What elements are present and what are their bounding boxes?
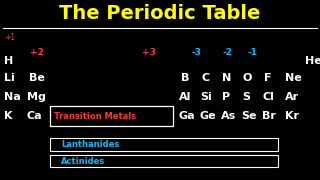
Text: P: P (222, 92, 230, 102)
Text: C: C (202, 73, 210, 83)
Text: Ga: Ga (179, 111, 196, 121)
Text: Ca: Ca (27, 111, 42, 121)
Text: Ne: Ne (285, 73, 301, 83)
Text: -1: -1 (248, 48, 258, 57)
Text: Cl: Cl (262, 92, 274, 102)
Text: S: S (243, 92, 251, 102)
Text: Se: Se (242, 111, 257, 121)
Text: K: K (4, 111, 12, 121)
Text: Kr: Kr (285, 111, 299, 121)
Text: Actinides: Actinides (61, 157, 105, 166)
Text: He: He (305, 56, 320, 66)
Text: Br: Br (262, 111, 276, 121)
Text: H: H (4, 56, 13, 66)
Text: Ar: Ar (285, 92, 299, 102)
Text: +3: +3 (142, 48, 156, 57)
Text: Be: Be (29, 73, 45, 83)
Bar (50, 106, 173, 126)
Text: Lanthanides: Lanthanides (61, 140, 119, 149)
Text: +2: +2 (30, 48, 44, 57)
Text: -2: -2 (222, 48, 232, 57)
Text: As: As (221, 111, 236, 121)
Text: Na: Na (4, 92, 20, 102)
Text: N: N (222, 73, 232, 83)
Text: O: O (243, 73, 252, 83)
Text: The Periodic Table: The Periodic Table (59, 4, 261, 23)
Bar (50, 155, 278, 167)
Text: F: F (264, 73, 271, 83)
Text: Transition Metals: Transition Metals (54, 112, 136, 121)
Text: Al: Al (179, 92, 191, 102)
Text: -3: -3 (192, 48, 202, 57)
Text: B: B (181, 73, 190, 83)
Text: Ge: Ge (200, 111, 217, 121)
Text: +1: +1 (4, 33, 15, 42)
Text: Mg: Mg (27, 92, 45, 102)
Text: Li: Li (4, 73, 15, 83)
Text: Si: Si (200, 92, 212, 102)
Bar (50, 138, 278, 151)
